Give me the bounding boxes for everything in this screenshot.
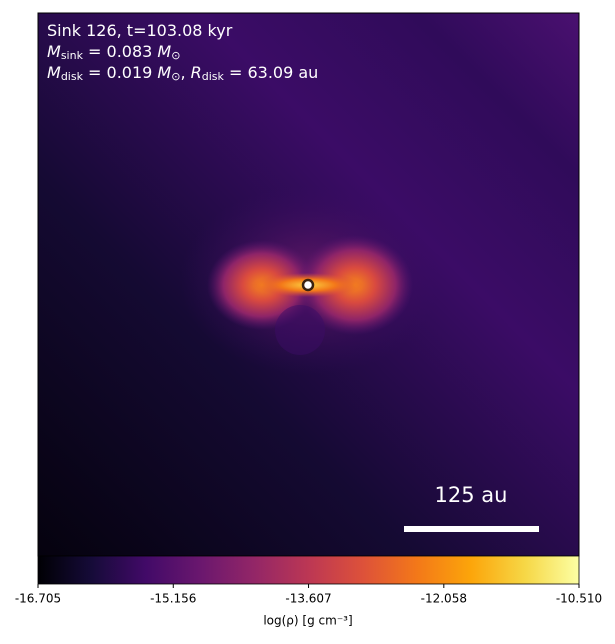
annotation-segment: , xyxy=(180,63,190,82)
colorbar-tick-label: -10.510 xyxy=(556,592,602,606)
annotation-segment: = 63.09 au xyxy=(224,63,318,82)
colorbar-ticks: -16.705 -15.156 -13.607 -12.058 -10.510 xyxy=(15,584,602,606)
density-image xyxy=(38,13,579,556)
annotation-segment: ⊙ xyxy=(171,49,180,62)
annotation-line: Sink 126, t=103.08 kyr xyxy=(47,21,233,40)
scale-bar xyxy=(404,526,539,532)
annotation-line: Mdisk = 0.019 M⊙, Rdisk = 63.09 au xyxy=(47,63,318,84)
annotation-segment: = 0.083 xyxy=(83,42,157,61)
annotation-segment: R xyxy=(191,63,202,82)
annotation-segment: Sink 126, t=103.08 kyr xyxy=(47,21,233,40)
colorbar-tick-label: -15.156 xyxy=(150,592,196,606)
colorbar xyxy=(37,555,580,585)
sink-marker xyxy=(301,278,315,292)
annotation-segment: M xyxy=(47,42,61,61)
annotation-segment: M xyxy=(157,42,171,61)
scale-bar-label: 125 au xyxy=(435,483,508,507)
annotation-segment: sink xyxy=(61,49,84,62)
annotation-segment: ⊙ xyxy=(171,70,180,83)
colorbar-tick-label: -12.058 xyxy=(421,592,467,606)
annotation-segment: disk xyxy=(61,70,84,83)
annotation-segment: disk xyxy=(202,70,225,83)
colorbar-tick-label: -16.705 xyxy=(15,592,61,606)
annotation-line: Msink = 0.083 M⊙ xyxy=(47,42,180,63)
colorbar-tick-label: -13.607 xyxy=(285,592,331,606)
annotation-segment: = 0.019 xyxy=(83,63,157,82)
annotation-segment: M xyxy=(157,63,171,82)
colorbar-label: log(ρ) [g cm⁻³] xyxy=(263,614,352,628)
annotation-segment: M xyxy=(47,63,61,82)
